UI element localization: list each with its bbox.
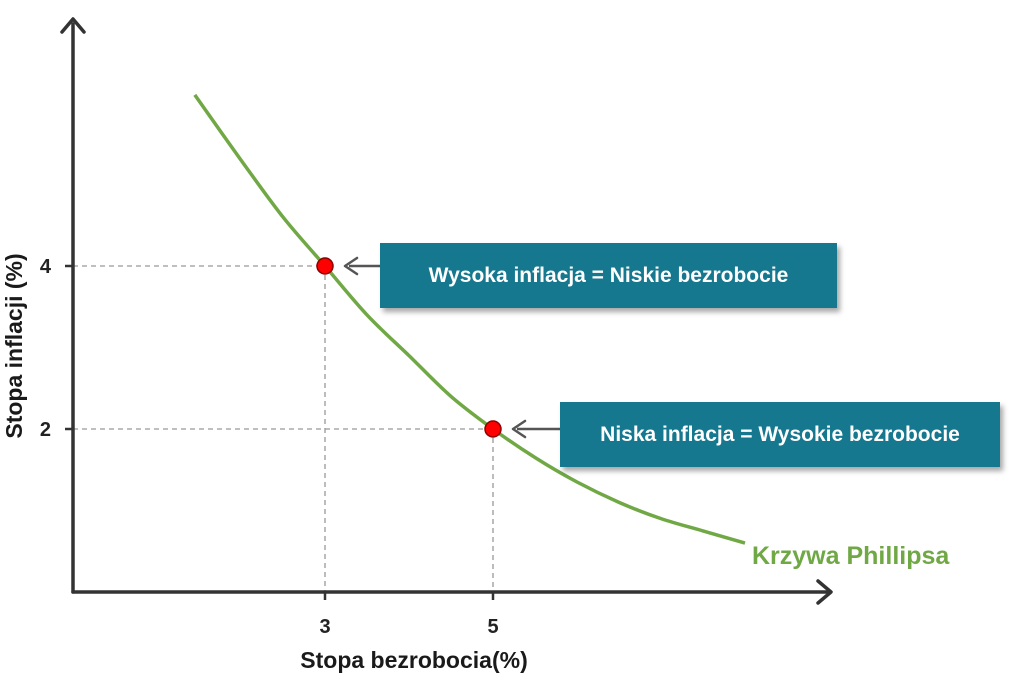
callout-low-text: Niska inflacja = Wysokie bezrobocie <box>600 422 960 446</box>
y-tick-label-0: 4 <box>40 256 52 278</box>
callout-high-inflation: Wysoka inflacja = Niskie bezrobocie <box>380 243 837 308</box>
highlight-points <box>316 257 502 438</box>
callout-high-text: Wysoka inflacja = Niskie bezrobocie <box>428 263 789 287</box>
data-point-0 <box>316 257 334 275</box>
series-label: Krzywa Phillipsa <box>752 542 950 570</box>
x-tick-label-0: 3 <box>319 616 330 638</box>
pointer-arrowhead-0 <box>343 256 359 276</box>
y-axis-title: Stopa inflacji (%) <box>1 253 27 438</box>
x-tick-label-1: 5 <box>487 616 498 638</box>
x-axis-title: Stopa bezrobocia(%) <box>300 647 527 673</box>
data-point-1 <box>484 420 502 438</box>
y-axis-arrow-icon <box>60 17 86 34</box>
guide-lines <box>73 265 494 592</box>
callout-low-inflation: Niska inflacja = Wysokie bezrobocie <box>560 402 1000 467</box>
pointer-arrowhead-1 <box>511 419 527 439</box>
y-tick-label-1: 2 <box>40 419 51 441</box>
axis-ticks: 3 5 4 2 <box>40 256 499 638</box>
phillips-curve-line <box>193 93 746 545</box>
x-axis-arrow-icon <box>816 579 833 605</box>
